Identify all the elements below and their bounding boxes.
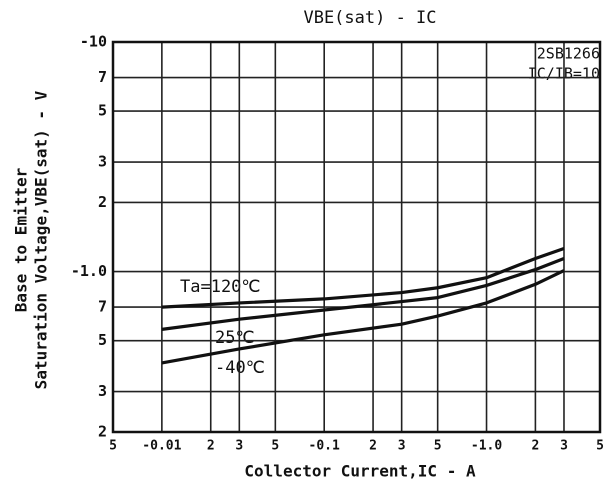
plot-frame <box>111 40 602 434</box>
x-tick-label: -0.1 <box>309 439 340 454</box>
chart-title: VBE(sat) - IC <box>303 8 436 28</box>
y-axis-label: Base to Emitter <box>12 168 31 313</box>
x-tick-label: -0.01 <box>142 439 181 454</box>
curve <box>161 247 565 309</box>
x-tick-label: 5 <box>596 439 604 454</box>
y-tick-label: 7 <box>98 68 107 86</box>
y-axis-label: Saturation Voltage,VBE(sat) - V <box>32 90 51 389</box>
annotation: 2SB1266 <box>537 45 600 63</box>
y-tick-label: 2 <box>98 193 107 211</box>
y-tick-label: -10 <box>80 33 107 51</box>
x-tick-label: 2 <box>207 439 215 454</box>
y-tick-label: 3 <box>98 382 107 400</box>
series-label: 25℃ <box>215 328 255 348</box>
x-tick-label: 2 <box>531 439 539 454</box>
x-tick-label: -1.0 <box>471 439 502 454</box>
curve <box>161 256 565 331</box>
y-tick-label: 5 <box>98 331 107 349</box>
x-tick-label: 2 <box>369 439 377 454</box>
y-tick-label: 2 <box>98 423 107 441</box>
x-tick-label: 5 <box>271 439 279 454</box>
y-tick-label: 5 <box>98 102 107 120</box>
x-tick-label: 3 <box>235 439 243 454</box>
y-tick-label: 3 <box>98 153 107 171</box>
x-tick-label: 5 <box>109 439 117 454</box>
x-tick-label: 3 <box>560 439 568 454</box>
curve <box>161 269 565 365</box>
x-tick-label: 5 <box>434 439 442 454</box>
series-label: Ta=120℃ <box>180 277 261 297</box>
x-tick-label: 3 <box>398 439 406 454</box>
y-tick-label: -1.0 <box>71 262 107 280</box>
y-tick-label: 7 <box>98 298 107 316</box>
x-axis-label: Collector Current,IC - A <box>244 462 476 481</box>
